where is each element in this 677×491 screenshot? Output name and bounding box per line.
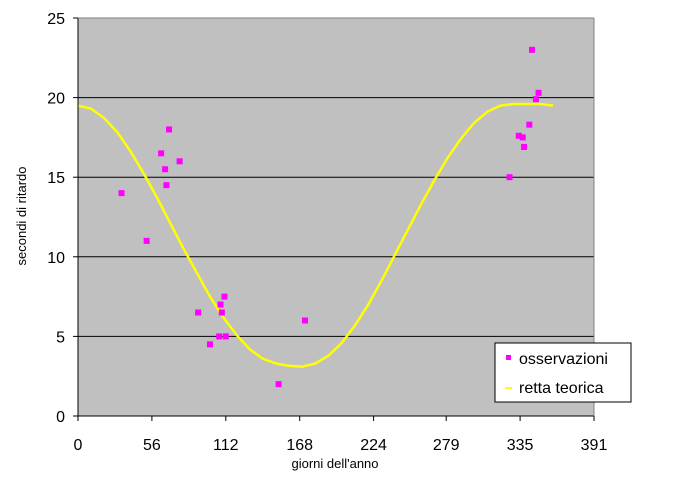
legend-marker-osservazioni [506, 355, 511, 360]
legend-label-retta-teorica: retta teorica [519, 380, 604, 397]
legend: osservazioni retta teorica [494, 342, 632, 403]
data-point-3 [162, 166, 169, 173]
data-point-21 [528, 46, 535, 53]
x-tick-label-1: 56 [143, 437, 161, 454]
y-axis-label: secondi di ritardo [14, 167, 29, 266]
x-tick-label-3: 168 [286, 437, 313, 454]
data-point-9 [216, 333, 223, 340]
x-tick-labels: 0 56 112 168 224 279 335 391 [74, 437, 608, 454]
legend-label-osservazioni: osservazioni [519, 351, 608, 368]
theory-curve-layer [77, 102, 554, 368]
data-point-22 [532, 96, 539, 103]
data-point-20 [526, 121, 533, 128]
x-axis-label: giorni dell'anno [291, 456, 378, 471]
data-point-4 [163, 182, 170, 189]
data-point-15 [301, 317, 308, 324]
y-tick-label-3: 15 [47, 170, 65, 187]
observation-points-layer [118, 46, 542, 388]
legend-box [494, 342, 632, 403]
data-point-14 [275, 381, 282, 388]
data-point-12 [221, 293, 228, 300]
data-point-10 [217, 301, 224, 308]
data-point-5 [166, 126, 173, 133]
x-tick-label-2: 112 [213, 437, 239, 454]
data-point-17 [515, 132, 522, 139]
data-point-8 [206, 341, 213, 348]
data-point-1 [143, 237, 150, 244]
data-point-16 [506, 174, 513, 181]
y-tick-label-0: 0 [56, 409, 65, 426]
y-tick-label-1: 5 [56, 329, 65, 346]
data-point-18 [519, 134, 526, 141]
x-tick-label-0: 0 [74, 437, 83, 454]
data-point-23 [535, 89, 542, 96]
data-point-13 [222, 333, 229, 340]
series-line-retta-teorica [77, 102, 554, 368]
x-tick-label-6: 335 [507, 437, 534, 454]
y-tick-label-5: 25 [47, 11, 65, 28]
x-tick-label-5: 279 [433, 437, 460, 454]
data-point-19 [521, 143, 528, 150]
data-point-6 [176, 158, 183, 165]
y-tick-label-2: 10 [47, 250, 65, 267]
data-point-2 [158, 150, 165, 157]
y-tick-labels: 0 5 10 15 20 25 [47, 11, 65, 426]
x-tick-label-7: 391 [581, 437, 608, 454]
y-tick-label-4: 20 [47, 91, 65, 108]
data-point-11 [218, 309, 225, 316]
data-point-7 [195, 309, 202, 316]
axes [73, 17, 595, 421]
data-point-0 [118, 190, 125, 197]
x-tick-label-4: 224 [360, 437, 387, 454]
